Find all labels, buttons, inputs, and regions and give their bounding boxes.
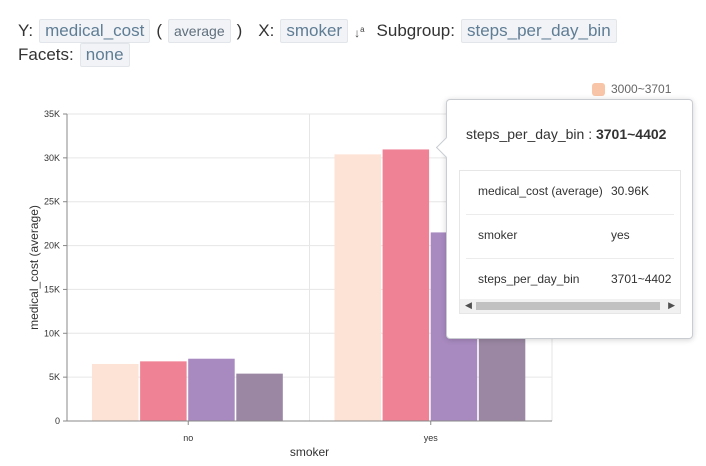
paren-close: ) [236, 20, 243, 40]
y-tick-label: 20K [44, 241, 60, 251]
tooltip-title-value: 3701~4402 [595, 126, 667, 142]
scroll-left-icon[interactable]: ◀ [465, 300, 472, 310]
y-tick-label: 25K [44, 197, 60, 207]
y-tick-label: 35K [44, 109, 60, 119]
scrollbar-thumb[interactable] [476, 302, 660, 310]
tooltip-row-key: smoker [478, 228, 518, 242]
bar [188, 358, 235, 421]
hover-tooltip: steps_per_day_bin : 3701~4402 medical_co… [435, 99, 693, 339]
x-field-pill[interactable]: smoker [280, 18, 349, 43]
tooltip-row-value: 3701~4402 [611, 272, 672, 286]
y-label: Y: [18, 20, 34, 40]
tooltip-row-key: steps_per_day_bin [478, 272, 580, 286]
subgroup-field-pill[interactable]: steps_per_day_bin [460, 18, 617, 43]
bar [334, 154, 381, 421]
tooltip-row-key: medical_cost (average) [478, 184, 603, 198]
tooltip-row-value: 30.96K [611, 184, 650, 198]
y-tick-label: 0 [55, 416, 60, 426]
tooltip-table: medical_cost (average) 30.96K smoker yes… [459, 170, 681, 314]
x-axis-title: smoker [290, 445, 329, 459]
facets-label: Facets: [18, 44, 74, 64]
config-row-y-x: Y: medical_cost ( average ) X: smoker ↓a… [18, 18, 617, 43]
y-field-pill[interactable]: medical_cost [39, 18, 151, 43]
config-row-facets: Facets: none [18, 42, 617, 67]
legend-item-label[interactable]: 3000~3701 [611, 82, 672, 96]
bar [140, 361, 187, 421]
x-tick-label: yes [424, 433, 439, 443]
facets-field-pill[interactable]: none [79, 42, 130, 67]
y-tick-label: 15K [44, 284, 60, 294]
tooltip-row: steps_per_day_bin 3701~4402 [466, 259, 674, 303]
tooltip-row: smoker yes [466, 215, 674, 259]
tooltip-row-value: yes [611, 228, 630, 242]
scroll-right-icon[interactable]: ▶ [668, 300, 675, 310]
encoding-config: Y: medical_cost ( average ) X: smoker ↓a… [18, 18, 617, 67]
tooltip-row: medical_cost (average) 30.96K [466, 171, 674, 215]
tooltip-title: steps_per_day_bin : 3701~4402 [466, 126, 666, 142]
paren-open: ( [156, 20, 163, 40]
bar [92, 363, 139, 421]
y-aggregation-pill[interactable]: average [168, 18, 231, 43]
bar [236, 373, 283, 421]
y-axis-title: medical_cost (average) [27, 205, 41, 330]
bar [478, 324, 526, 421]
sort-ascending-icon[interactable]: ↓a [354, 25, 365, 40]
tooltip-title-sep: : [584, 126, 596, 142]
bar [382, 149, 430, 421]
bar-layer [92, 149, 526, 421]
y-tick-label: 30K [44, 153, 60, 163]
y-tick-label: 5K [49, 372, 60, 382]
y-tick-label: 10K [44, 328, 60, 338]
legend: 3000~3701 [592, 82, 671, 96]
tooltip-horizontal-scrollbar[interactable]: ◀ ▶ [460, 299, 680, 313]
x-tick-label: no [183, 433, 193, 443]
subgroup-label: Subgroup: [376, 20, 455, 40]
legend-swatch[interactable] [592, 82, 605, 96]
x-label: X: [258, 20, 275, 40]
axis-layer: 0 5K 10K 15K 20K 25K 30K 35K no yes [44, 109, 552, 443]
tooltip-title-key: steps_per_day_bin [466, 126, 585, 142]
